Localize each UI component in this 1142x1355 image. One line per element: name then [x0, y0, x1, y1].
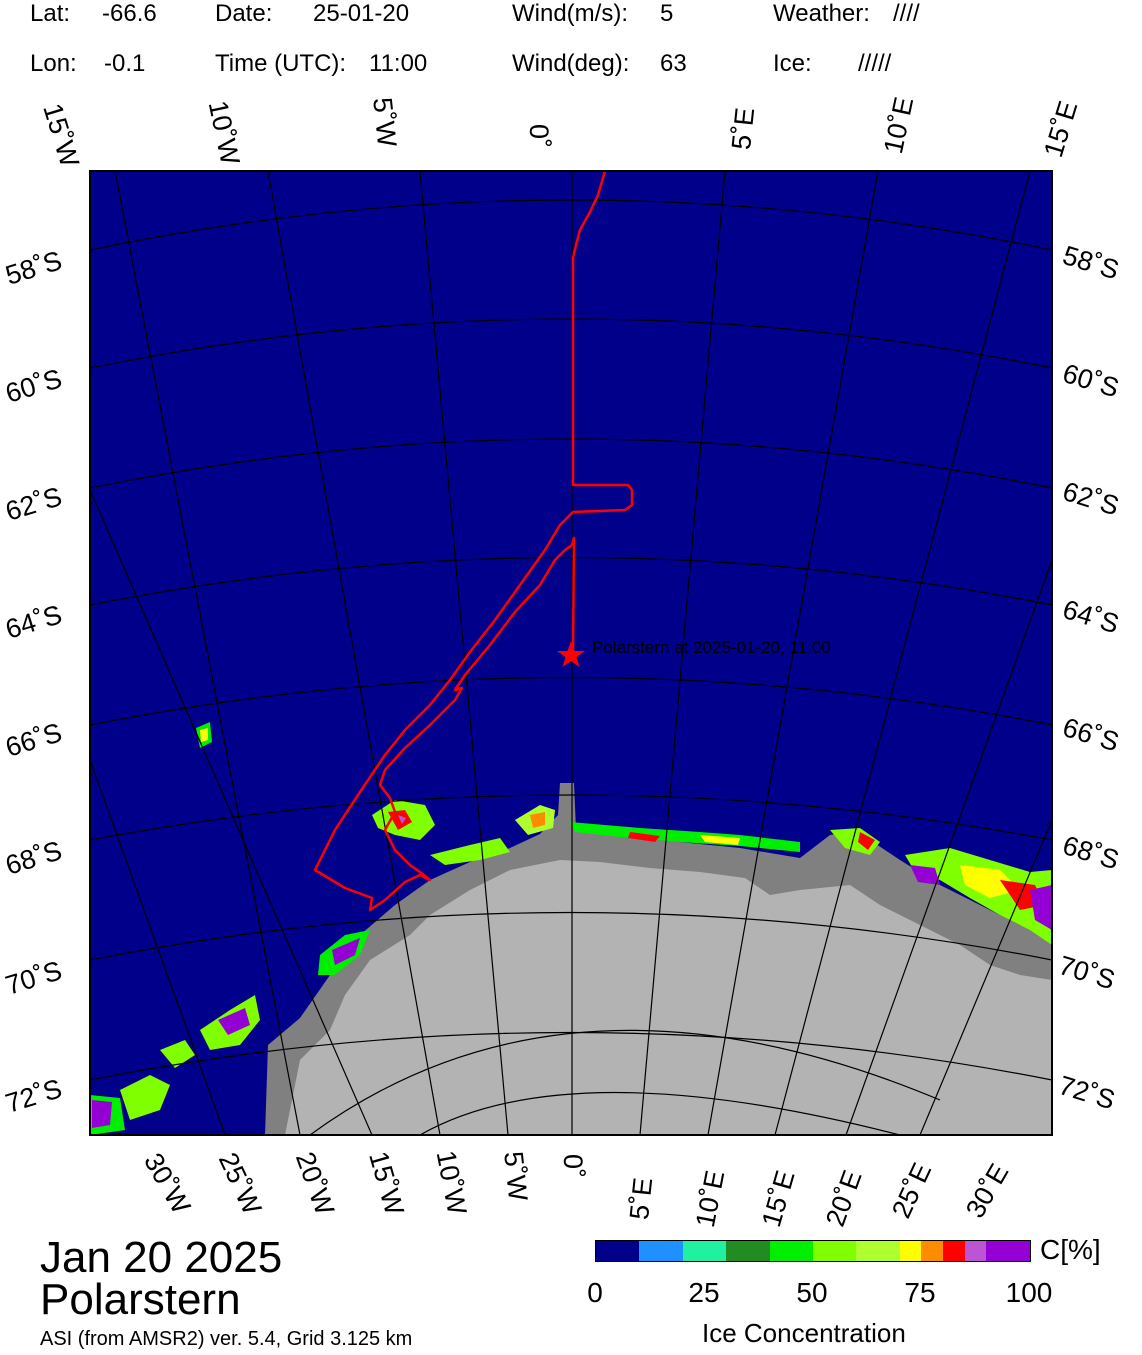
colorbar-segment	[596, 1241, 640, 1261]
colorbar-tick: 50	[796, 1277, 828, 1308]
land	[285, 860, 1052, 1135]
colorbar-segment	[986, 1241, 1030, 1261]
lon-value: -0.1	[104, 50, 146, 77]
time-label: Time (UTC):	[215, 50, 347, 77]
colorbar	[595, 1240, 1031, 1262]
lon-label: Lon:	[30, 50, 77, 77]
footer-source: ASI (from AMSR2) ver. 5.4, Grid 3.125 km	[40, 1328, 413, 1350]
weather-label: Weather:	[773, 0, 870, 27]
wind-speed-value: 5	[660, 0, 674, 27]
date-value: 25-01-20	[313, 0, 410, 27]
ice-label: Ice:	[773, 50, 812, 77]
colorbar-segment	[682, 1241, 727, 1261]
colorbar-segment	[812, 1241, 857, 1261]
date-label: Date:	[215, 0, 273, 27]
bottom-lon-label: 5˚W	[498, 1150, 534, 1203]
colorbar-segment	[943, 1241, 965, 1261]
colorbar-tick: 75	[904, 1277, 936, 1308]
colorbar-tick: 100	[1005, 1277, 1053, 1308]
wind-dir-value: 63	[660, 50, 687, 77]
bottom-lon-label: 0˚	[558, 1154, 588, 1179]
colorbar-segment	[964, 1241, 987, 1261]
lat-value: -66.6	[102, 0, 157, 27]
ship-star	[557, 641, 585, 667]
footer-date: Jan 20 2025	[40, 1233, 283, 1282]
ship-track	[313, 171, 634, 912]
time-value: 11:00	[369, 50, 428, 77]
colorbar-title: Ice Concentration	[702, 1318, 906, 1348]
colorbar-segment	[856, 1241, 900, 1261]
sea-ice-edge	[90, 722, 1052, 1135]
colorbar-segment	[921, 1241, 944, 1261]
top-lon-label: 5˚E	[726, 106, 761, 152]
colorbar-segment	[899, 1241, 922, 1261]
colorbar-segment	[726, 1241, 770, 1261]
map-frame	[89, 170, 1053, 1136]
sea-ice-map: Polarstern at 2025-01-20, 11:00	[89, 170, 1053, 1136]
colorbar-tick: 25	[688, 1277, 720, 1308]
colorbar-tick: 0	[587, 1277, 603, 1308]
ice-value: /////	[858, 50, 892, 77]
bottom-lon-label: 5˚E	[624, 1176, 659, 1222]
footer-ship: Polarstern	[40, 1275, 241, 1324]
weather-value: ////	[893, 0, 920, 27]
colorbar-segment	[769, 1241, 813, 1261]
wind-speed-label: Wind(m/s):	[512, 0, 628, 27]
lat-label: Lat:	[30, 0, 71, 27]
ship-position-label: Polarstern at 2025-01-20, 11:00	[592, 638, 831, 657]
top-lon-label: 0˚	[524, 124, 554, 149]
colorbar-unit: C[%]	[1040, 1234, 1101, 1265]
top-lon-label: 5˚W	[367, 96, 403, 149]
wind-dir-label: Wind(deg):	[512, 50, 630, 77]
colorbar-segment	[639, 1241, 683, 1261]
